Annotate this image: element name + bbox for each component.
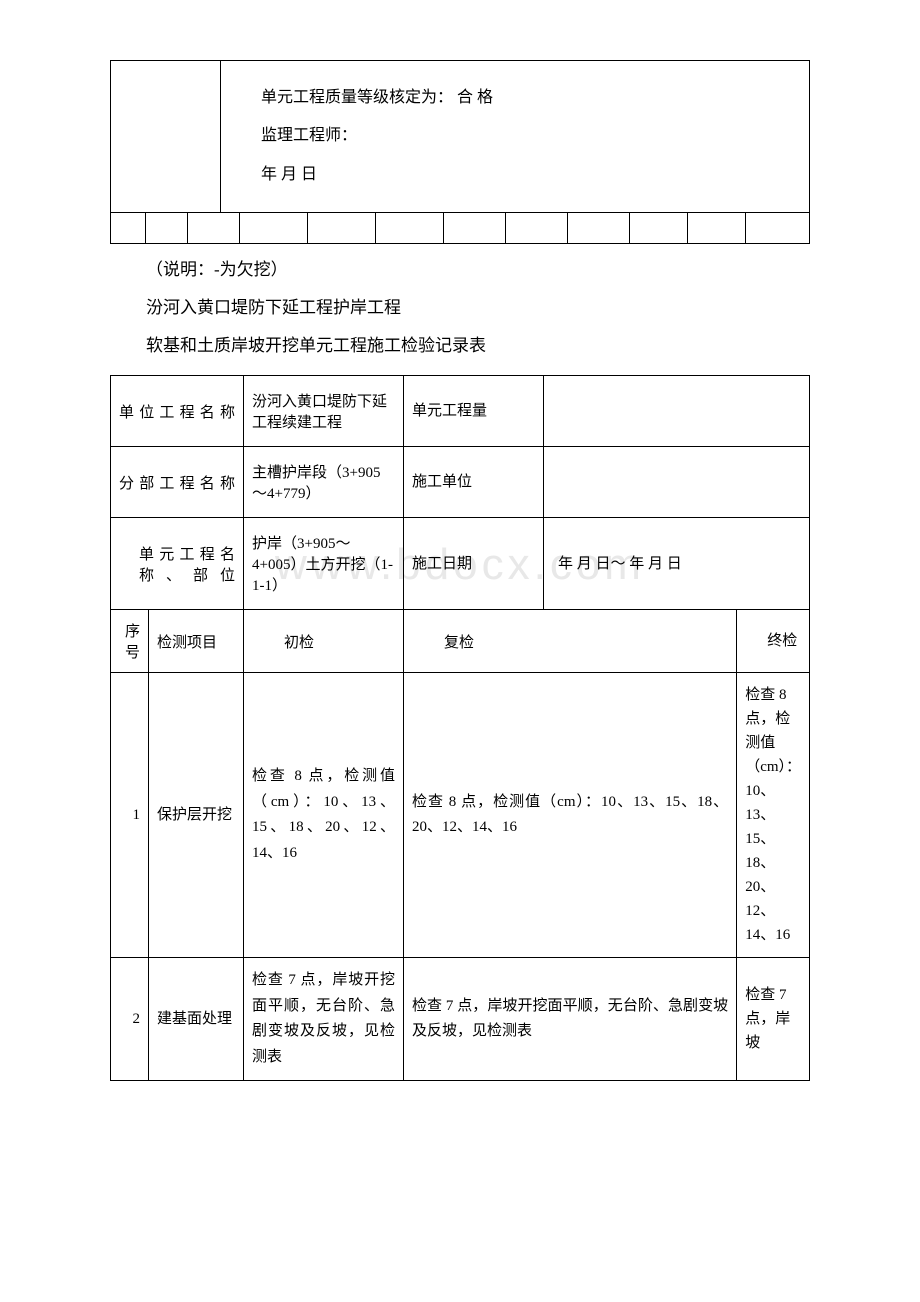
- top-box-empty-left: [111, 61, 221, 212]
- top-summary-box: 单元工程质量等级核定为： 合 格 监理工程师： 年 月 日: [110, 60, 810, 244]
- row1-final: 检查 8 点，检测值（cm）：10、13、15、18、20、12、14、16: [737, 673, 810, 958]
- row2-item: 建基面处理: [149, 958, 244, 1081]
- unit-project-name-label: 单位工程名称: [111, 376, 244, 447]
- subproject-name-label: 分部工程名称: [111, 447, 244, 518]
- col-final: 终检: [737, 610, 810, 673]
- subproject-name-value: 主槽护岸段（3+905～4+779）: [244, 447, 404, 518]
- construction-date-value: 年 月 日～ 年 月 日: [544, 518, 810, 610]
- row2-final: 检查 7 点，岸坡: [737, 958, 810, 1081]
- unit-project-name-value: 汾河入黄口堤防下延工程续建工程: [244, 376, 404, 447]
- col-seq: 序号: [111, 610, 149, 673]
- unit-quantity-value: [544, 376, 810, 447]
- col-first: 初检: [244, 610, 404, 673]
- header-row-2: 分部工程名称 主槽护岸段（3+905～4+779） 施工单位: [111, 447, 810, 518]
- unit-part-label: 单元工程名称、部位: [111, 518, 244, 610]
- row1-first: 检查 8 点，检测值（cm）：10、13、15、18、20、12、14、16: [244, 673, 404, 958]
- header-row-1: 单位工程名称 汾河入黄口堤防下延工程续建工程 单元工程量: [111, 376, 810, 447]
- data-row-1: 1 保护层开挖 检查 8 点，检测值（cm）：10、13、15、18、20、12…: [111, 673, 810, 958]
- inspection-record-table: 单位工程名称 汾河入黄口堤防下延工程续建工程 单元工程量 分部工程名称 主槽护岸…: [110, 375, 810, 1081]
- col-item: 检测项目: [149, 610, 244, 673]
- construction-unit-label: 施工单位: [404, 447, 544, 518]
- top-box-text: 单元工程质量等级核定为： 合 格 监理工程师： 年 月 日: [221, 61, 809, 212]
- top-box-grid-row: [111, 213, 809, 243]
- row2-first: 检查 7 点，岸坡开挖面平顺，无台阶、急剧变坡及反坡，见检测表: [244, 958, 404, 1081]
- date-line: 年 月 日: [261, 156, 797, 194]
- row2-seq: 2: [111, 958, 149, 1081]
- unit-part-value: 护岸（3+905～4+005）土方开挖（1-1-1）: [244, 518, 404, 610]
- construction-unit-value: [544, 447, 810, 518]
- row1-seq: 1: [111, 673, 149, 958]
- column-header-row: 序号 检测项目 初检 复检 终检: [111, 610, 810, 673]
- quality-grade-line: 单元工程质量等级核定为： 合 格: [261, 79, 797, 117]
- note-text: （说明：-为欠挖）: [146, 252, 810, 288]
- unit-quantity-label: 单元工程量: [404, 376, 544, 447]
- row1-item: 保护层开挖: [149, 673, 244, 958]
- construction-date-label: 施工日期: [404, 518, 544, 610]
- data-row-2: 2 建基面处理 检查 7 点，岸坡开挖面平顺，无台阶、急剧变坡及反坡，见检测表 …: [111, 958, 810, 1081]
- paragraph-block: （说明：-为欠挖） 汾河入黄口堤防下延工程护岸工程 软基和土质岸坡开挖单元工程施…: [110, 252, 810, 363]
- project-title-2: 软基和土质岸坡开挖单元工程施工检验记录表: [146, 328, 810, 364]
- row2-second: 检查 7 点，岸坡开挖面平顺，无台阶、急剧变坡及反坡，见检测表: [404, 958, 737, 1081]
- project-title-1: 汾河入黄口堤防下延工程护岸工程: [146, 290, 810, 326]
- row1-second: 检查 8 点，检测值（cm）：10、13、15、18、20、12、14、16: [404, 673, 737, 958]
- top-box-content-row: 单元工程质量等级核定为： 合 格 监理工程师： 年 月 日: [111, 61, 809, 213]
- header-row-3: 单元工程名称、部位 护岸（3+905～4+005）土方开挖（1-1-1） 施工日…: [111, 518, 810, 610]
- col-second: 复检: [404, 610, 737, 673]
- supervisor-line: 监理工程师：: [261, 117, 797, 155]
